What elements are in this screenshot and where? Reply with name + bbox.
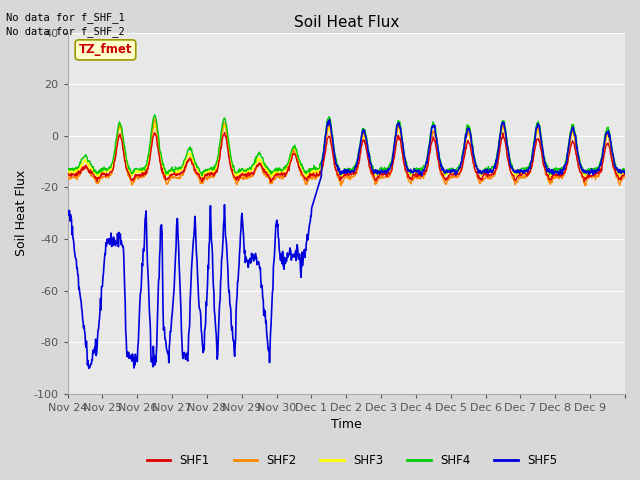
Text: No data for f_SHF_1: No data for f_SHF_1 xyxy=(6,12,125,23)
Y-axis label: Soil Heat Flux: Soil Heat Flux xyxy=(15,170,28,256)
Text: TZ_fmet: TZ_fmet xyxy=(79,43,132,56)
Title: Soil Heat Flux: Soil Heat Flux xyxy=(294,15,399,30)
X-axis label: Time: Time xyxy=(331,419,362,432)
Text: No data for f_SHF_2: No data for f_SHF_2 xyxy=(6,26,125,37)
Legend: SHF1, SHF2, SHF3, SHF4, SHF5: SHF1, SHF2, SHF3, SHF4, SHF5 xyxy=(142,449,562,472)
